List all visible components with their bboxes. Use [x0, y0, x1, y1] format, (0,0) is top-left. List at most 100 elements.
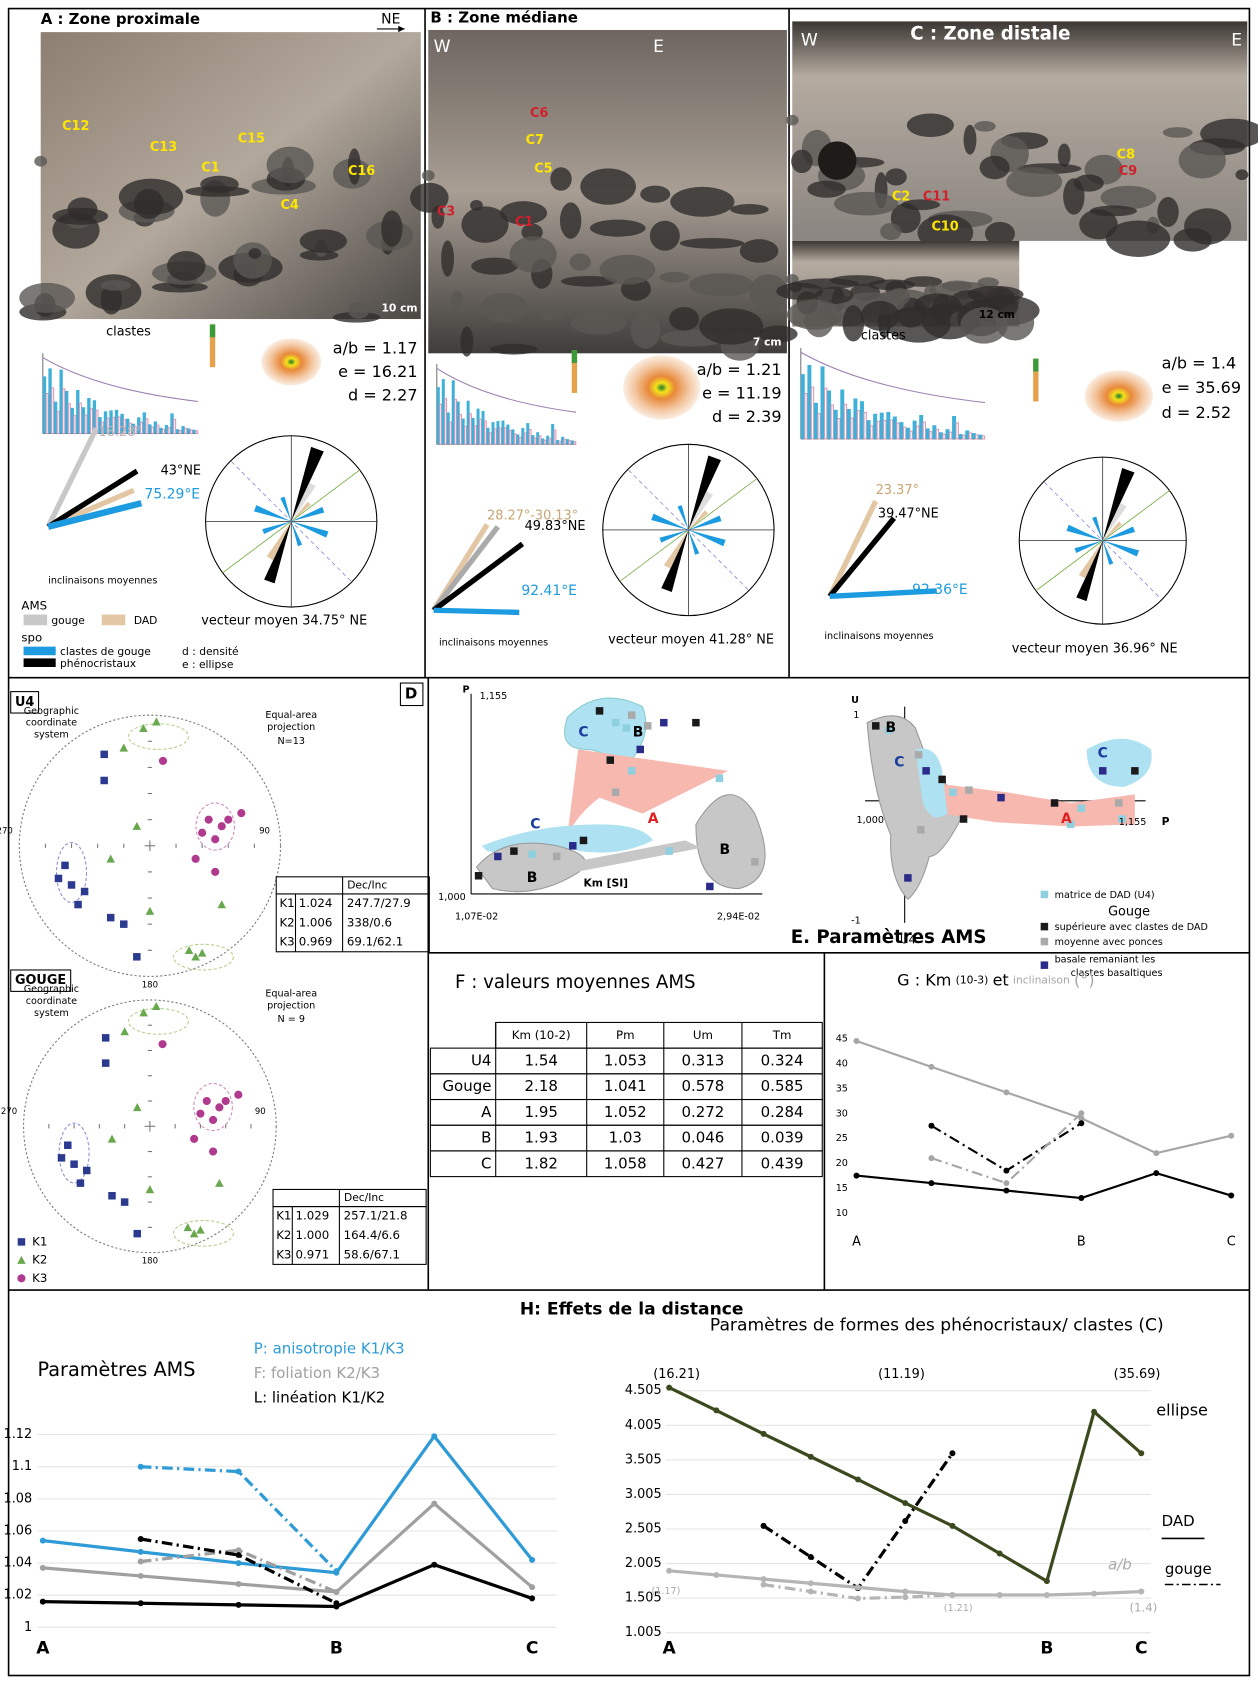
shape — [511, 429, 515, 445]
shape — [558, 440, 562, 445]
shape — [528, 428, 532, 445]
clast — [974, 120, 996, 132]
clast — [233, 242, 272, 279]
table-cell: 1.041 — [604, 1077, 647, 1095]
point — [529, 1556, 536, 1563]
series-label: ellipse — [1156, 1401, 1208, 1420]
shape — [909, 430, 913, 440]
x-tick-label: B — [1040, 1639, 1053, 1659]
shape — [186, 428, 191, 434]
shape — [665, 847, 673, 855]
y-tick-label: 35 — [836, 1083, 848, 1094]
line-series — [42, 1433, 534, 1575]
shape — [595, 707, 604, 715]
shape — [902, 426, 907, 440]
shape — [100, 750, 108, 759]
label: C16 — [348, 164, 375, 179]
shape — [942, 433, 946, 440]
marker — [234, 1090, 243, 1099]
y-tick-label: 3.505 — [625, 1452, 662, 1467]
shape — [1102, 526, 1136, 541]
shape — [108, 1192, 116, 1200]
table-cell: 1.93 — [525, 1129, 558, 1147]
density-plot — [261, 338, 322, 386]
shape — [627, 767, 636, 775]
table-header: Km (10-2) — [512, 1028, 571, 1042]
shape — [280, 496, 292, 522]
shape — [173, 418, 177, 435]
label: vecteur moyen 41.28° NE — [608, 633, 774, 648]
label: projection — [267, 722, 315, 733]
shape — [189, 1229, 199, 1238]
label: C — [530, 816, 540, 832]
shape — [551, 424, 555, 445]
shape — [436, 387, 440, 445]
shape — [10, 969, 72, 992]
label: C8 — [1117, 148, 1135, 163]
point — [855, 1595, 862, 1602]
clast — [791, 149, 813, 174]
clast — [1006, 167, 1063, 197]
table-cell: 1.024 — [299, 896, 333, 910]
shape — [804, 393, 808, 440]
clast — [785, 114, 799, 126]
shape — [651, 513, 689, 530]
marker — [158, 1040, 167, 1049]
shape — [444, 398, 448, 445]
legend-entry: L: linéation K1/K2 — [254, 1389, 385, 1407]
shape — [74, 900, 82, 909]
shape — [101, 421, 105, 435]
confidence — [193, 1082, 233, 1132]
point — [713, 1571, 720, 1578]
shape — [131, 423, 135, 434]
shape — [486, 427, 490, 445]
point — [235, 1601, 242, 1608]
shape — [997, 793, 1005, 802]
point — [1003, 1167, 1010, 1174]
clast — [347, 301, 370, 319]
point — [853, 1037, 860, 1044]
clast — [640, 185, 671, 203]
confidence — [56, 842, 88, 904]
line — [431, 525, 500, 612]
table-cell: 257.1/21.8 — [344, 1209, 408, 1223]
label: NE — [381, 11, 400, 27]
table-cell: 1.95 — [525, 1103, 558, 1121]
shape — [906, 427, 911, 439]
shape — [503, 427, 507, 445]
label: Equal-area — [265, 710, 317, 721]
point — [928, 1180, 935, 1187]
label: C4 — [281, 198, 299, 213]
point — [760, 1581, 767, 1588]
y-tick-label: 1.005 — [625, 1625, 662, 1640]
shape — [817, 413, 821, 440]
line — [827, 499, 879, 598]
shape — [183, 1223, 193, 1232]
clast — [559, 202, 582, 239]
label: Equal-area — [265, 989, 317, 1000]
shape — [474, 872, 483, 880]
shape — [84, 414, 88, 435]
clast — [347, 148, 361, 185]
shape — [1040, 922, 1049, 931]
shape — [120, 920, 128, 928]
shape — [863, 411, 867, 440]
shape — [59, 369, 63, 434]
table-cell: 0.585 — [761, 1077, 804, 1095]
table-cell: 0.272 — [681, 1103, 724, 1121]
shape — [536, 432, 540, 445]
shape — [840, 389, 845, 439]
point — [1003, 1187, 1010, 1194]
shape — [870, 425, 874, 440]
shape — [150, 426, 154, 435]
line — [827, 516, 897, 599]
label: 12 cm — [979, 308, 1015, 321]
label: B — [633, 724, 644, 740]
x-tick-label: A — [663, 1639, 677, 1659]
shape — [76, 390, 80, 434]
x-tick-label: A — [36, 1639, 50, 1659]
shape — [929, 431, 933, 440]
label: N=13 — [277, 736, 305, 747]
